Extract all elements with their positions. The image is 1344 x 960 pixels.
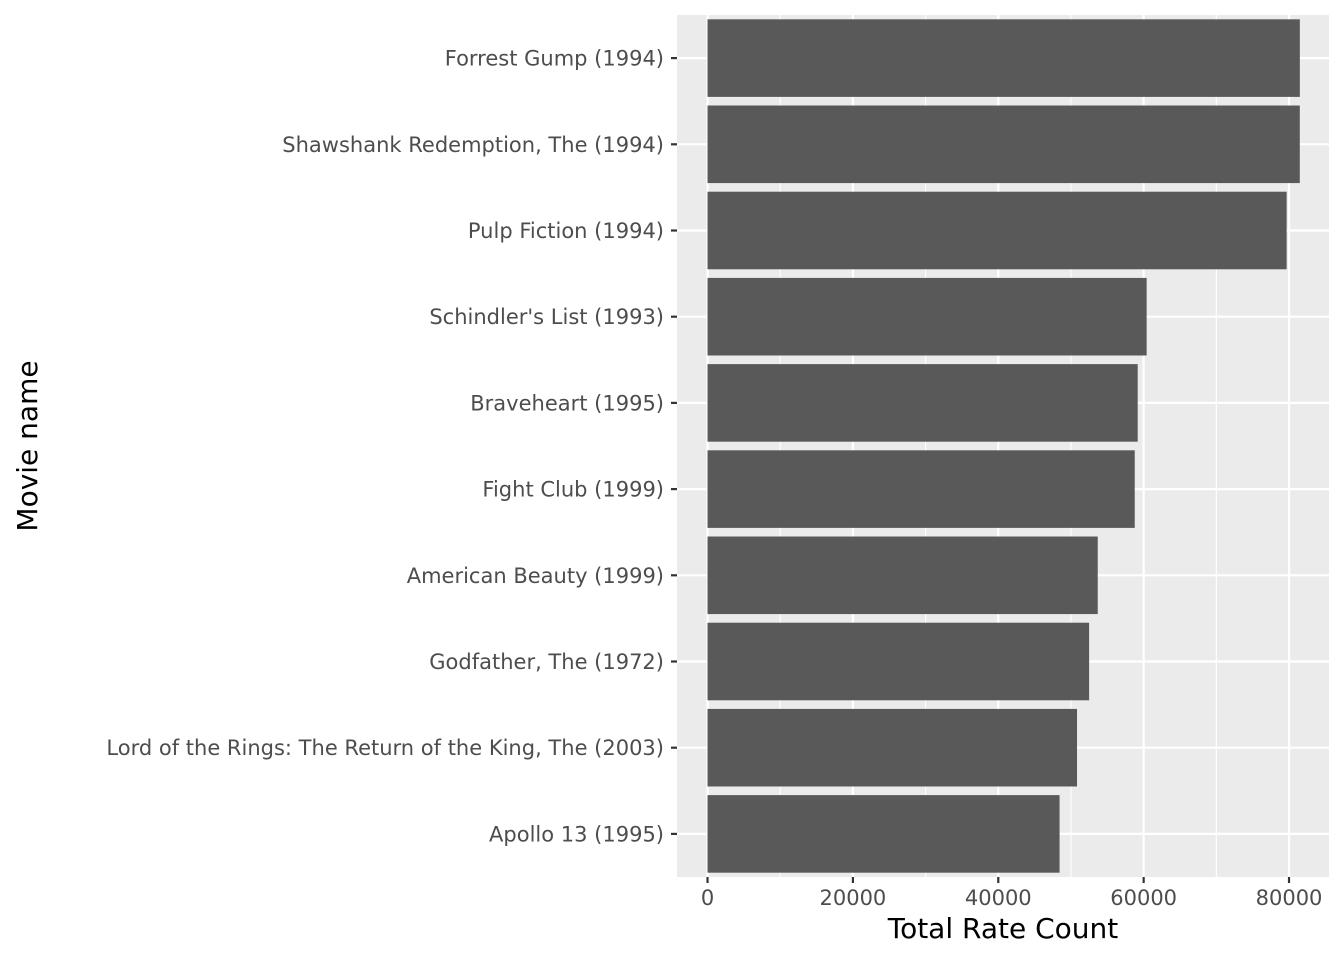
x-tick-label: 80000 [1256,886,1323,910]
bar [707,277,1147,356]
bars [707,19,1300,873]
y-tick-label: Schindler's List (1993) [429,305,664,329]
bar [707,19,1300,97]
y-axis-title: Movie name [11,360,44,531]
bar [707,105,1300,184]
bar [707,795,1060,873]
y-tick-label: Apollo 13 (1995) [489,822,664,846]
x-axis-title: Total Rate Count [887,912,1119,945]
y-tick-label: Shawshank Redemption, The (1994) [282,133,664,157]
x-tick-label: 20000 [819,886,886,910]
bar [707,450,1135,528]
y-tick-label: Lord of the Rings: The Return of the Kin… [106,736,664,760]
bar [707,191,1287,270]
x-tick-label: 0 [701,886,714,910]
y-tick-label: Fight Club (1999) [482,478,664,502]
bar [707,622,1090,701]
y-axis: Forrest Gump (1994) Shawshank Redemption,… [106,47,677,846]
y-tick-label: Forrest Gump (1994) [445,47,664,71]
bar [707,364,1138,442]
x-tick-label: 60000 [1110,886,1177,910]
bar [707,536,1098,615]
y-tick-label: Godfather, The (1972) [429,650,664,674]
y-tick-label: American Beauty (1999) [407,564,664,588]
y-tick-label: Pulp Fiction (1994) [468,219,664,243]
x-axis: 0 20000 40000 60000 80000 [701,877,1323,910]
x-tick-label: 40000 [965,886,1032,910]
y-tick-label: Braveheart (1995) [470,391,664,415]
bar [707,708,1078,787]
